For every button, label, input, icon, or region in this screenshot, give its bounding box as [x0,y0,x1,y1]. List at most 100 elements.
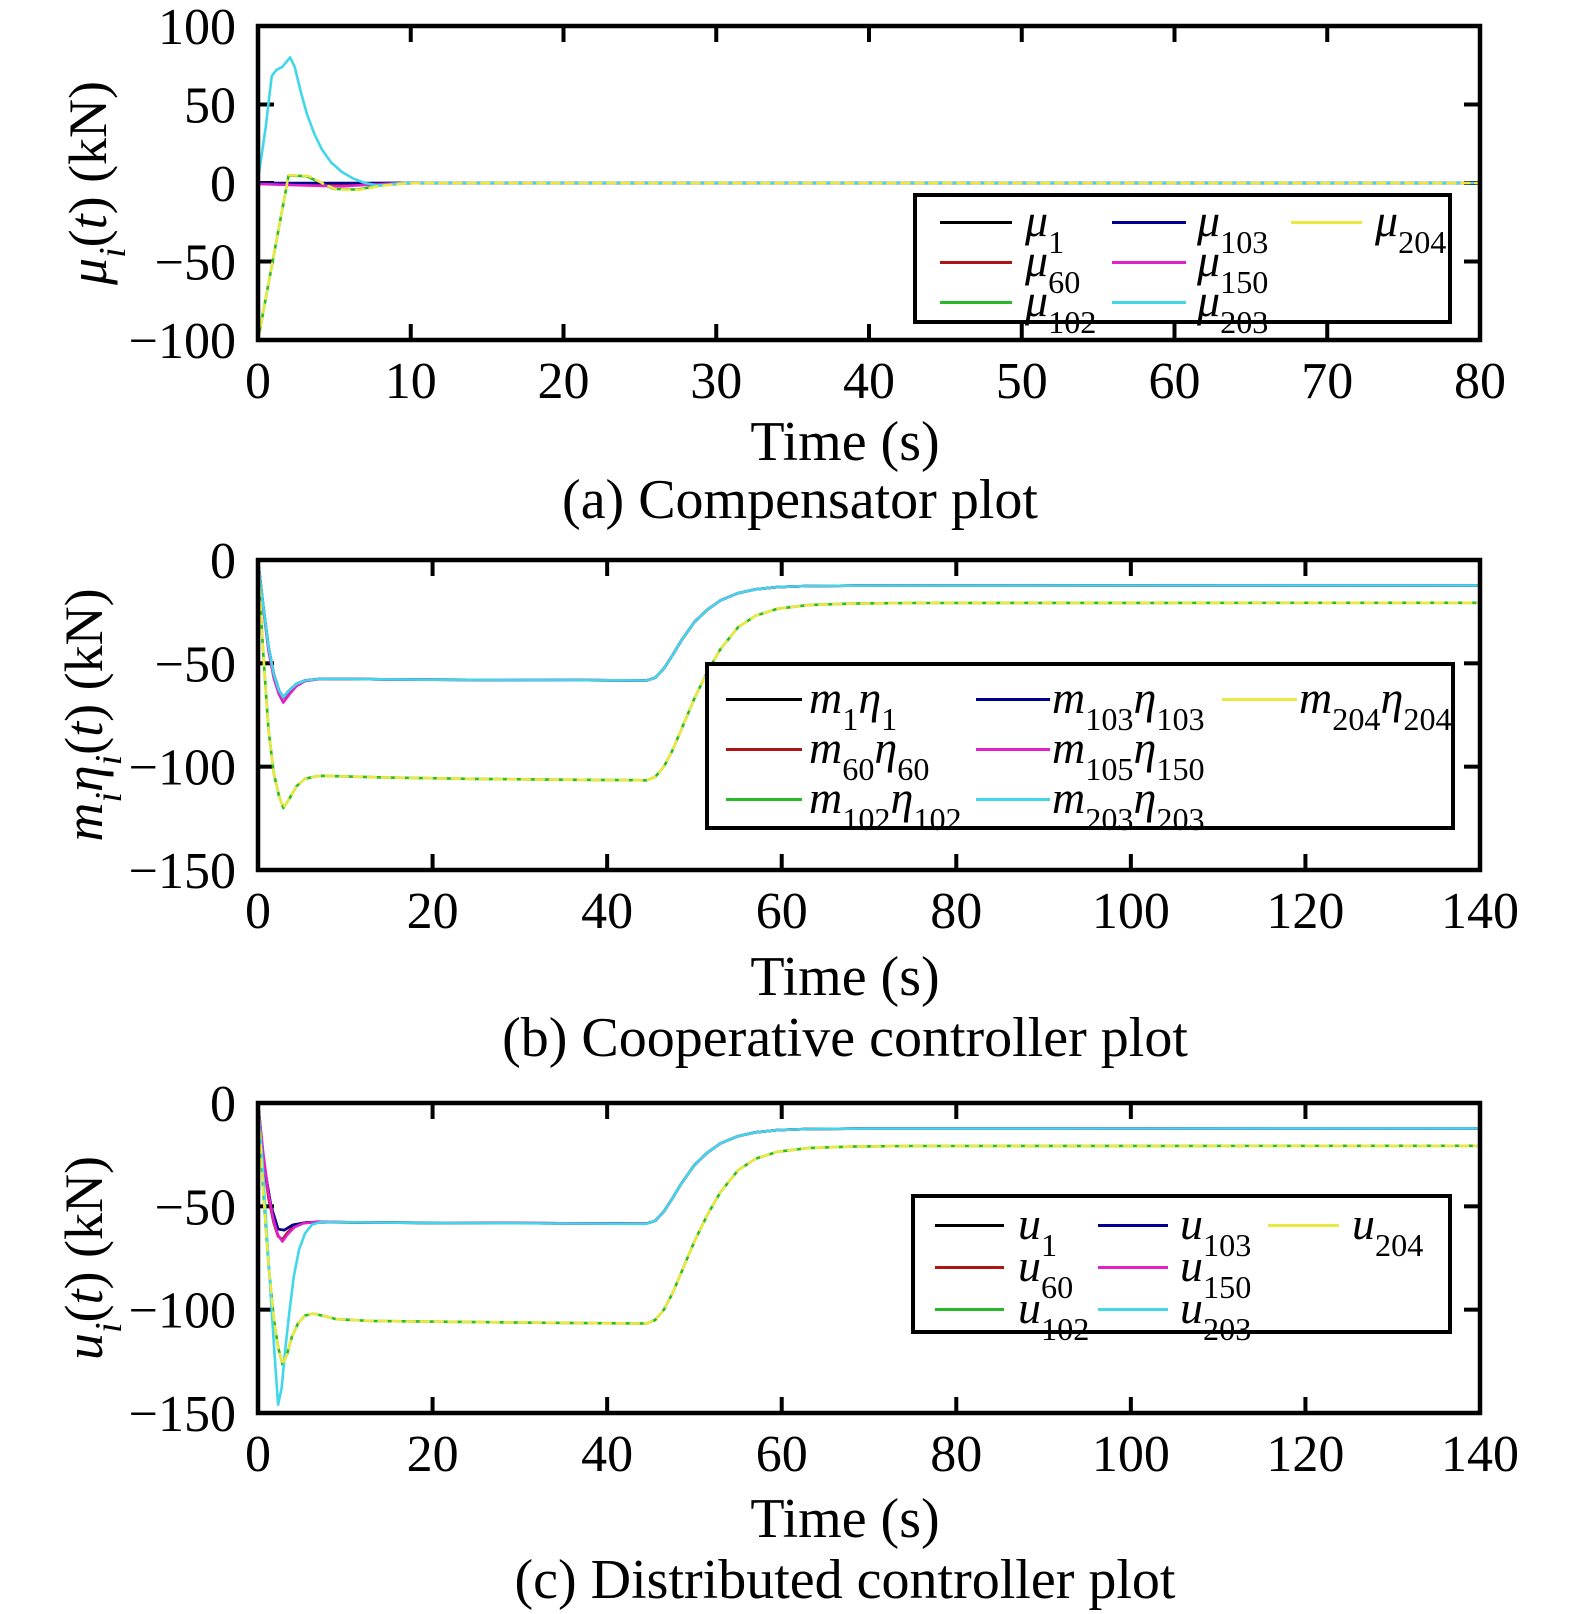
legend-swatch-u-1 [935,1224,1004,1227]
y-tick-label: −100 [129,313,236,370]
legend-swatch-mu-102 [940,301,1012,304]
x-tick-label: 70 [1301,353,1353,410]
y-axis-label-c: ui(t) (kN) [54,1156,131,1360]
series-mu-203 [256,56,1482,187]
plot-b-axes: 0 20 40 60 80 100 120 140 0 −50 −100 −150 [129,533,1519,940]
legend-label-m1eta1: m1η1 [809,672,898,737]
series-mu-204 [256,173,1482,342]
legend-swatch-mu-150 [1112,261,1186,264]
y-tick-label: −150 [129,1386,236,1443]
x-tick-label: 20 [538,353,590,410]
legend-swatch-m204eta204 [1222,698,1297,701]
legend-swatch-mu-204 [1291,221,1362,224]
legend-label-u-1: u1 [1018,1198,1058,1263]
x-tick-label: 100 [1092,1426,1170,1483]
x-tick-label: 120 [1266,883,1344,940]
legend-label-mu-102: μ102 [1025,275,1097,340]
legend-label-mu-203: μ203 [1197,275,1269,340]
series-m203eta203 [256,558,1482,699]
series-u-204 [256,1101,1482,1366]
legend-swatch-m60eta60 [726,748,802,751]
x-tick-label: 120 [1266,1426,1344,1483]
legend-label-u-150: u150 [1180,1240,1252,1305]
legend-b: m1η1 m60η60 m102η102 m103η103 m105η150 m203η2… [705,662,1455,837]
plot-c-series [256,1101,1482,1406]
legend-label-u-102: u102 [1018,1282,1090,1347]
x-tick-label: 0 [245,1426,271,1483]
plot-a-axes: 0 10 20 30 40 50 60 70 80 100 50 0 −50 −100 [129,0,1506,410]
legend-swatch-m103eta103 [976,698,1050,701]
legend-label-mu-150: μ150 [1197,235,1269,300]
series-m204eta204 [256,558,1482,810]
legend-a: μ1 μ60 μ102 μ103 μ150 μ203 μ204 [913,193,1452,340]
x-tick-label: 10 [385,353,437,410]
y-tick-label: −150 [129,843,236,900]
legend-label-m60eta60: m60η60 [809,722,930,787]
y-tick-label: −50 [155,235,236,292]
legend-swatch-u-203 [1098,1308,1168,1311]
legend-swatch-mu-103 [1112,221,1186,224]
y-tick-label: 100 [158,0,236,56]
legend-label-m103eta103: m103η103 [1052,672,1205,737]
y-tick-label: 0 [210,1076,236,1133]
x-tick-label: 80 [1454,353,1506,410]
x-tick-label: 0 [245,353,271,410]
x-tick-label: 60 [756,1426,808,1483]
legend-label-m204eta204: m204η204 [1299,672,1452,737]
legend-c: u1 u60 u102 u103 u150 u203 u204 [911,1194,1452,1347]
y-tick-label: −50 [155,1179,236,1236]
y-tick-label: 50 [184,78,236,135]
y-tick-label: −100 [129,740,236,797]
y-tick-label: 0 [210,156,236,213]
x-tick-label: 50 [996,353,1048,410]
x-tick-label: 0 [245,883,271,940]
caption-b: (b) Cooperative controller plot [502,1007,1188,1069]
legend-label-u-103: u103 [1180,1198,1252,1263]
legend-swatch-mu-1 [940,221,1012,224]
x-tick-label: 30 [690,353,742,410]
x-axis-label-c: Time (s) [750,1488,940,1550]
caption-c: (c) Distributed controller plot [514,1549,1176,1611]
x-tick-label: 80 [930,1426,982,1483]
legend-swatch-m102eta102 [726,798,802,801]
x-tick-label: 40 [581,883,633,940]
legend-label-u-203: u203 [1180,1282,1252,1347]
series-u-203 [256,1101,1482,1406]
x-tick-label: 140 [1441,883,1519,940]
legend-swatch-u-150 [1098,1266,1168,1269]
x-tick-label: 60 [1149,353,1201,410]
legend-swatch-u-60 [935,1266,1004,1269]
y-axis-label-a: μi(t) (kN) [58,80,135,286]
legend-label-m203eta203: m203η203 [1052,772,1205,837]
legend-label-mu-103: μ103 [1197,195,1269,260]
legend-label-mu-60: μ60 [1025,235,1081,300]
legend-swatch-m105eta150 [976,748,1050,751]
legend-swatch-mu-203 [1112,301,1186,304]
x-tick-label: 20 [407,1426,459,1483]
legend-label-m102eta102: m102η102 [809,772,962,837]
x-tick-label: 40 [843,353,895,410]
legend-swatch-m203eta203 [976,798,1050,801]
legend-swatch-m1eta1 [726,698,802,701]
y-tick-label: −50 [155,636,236,693]
x-tick-label: 40 [581,1426,633,1483]
legend-label-u-60: u60 [1018,1240,1074,1305]
caption-a: (a) Compensator plot [562,469,1038,531]
x-axis-label-b: Time (s) [750,946,940,1008]
legend-label-m105eta150: m105η150 [1052,722,1205,787]
plot-c-axes: 0 20 40 60 80 100 120 140 0 −50 −100 −150 [129,1076,1519,1483]
legend-swatch-u-204 [1268,1224,1339,1227]
x-tick-label: 20 [407,883,459,940]
legend-label-u-204: u204 [1352,1198,1424,1263]
plot-b-series [256,558,1482,810]
legend-label-mu-204: μ204 [1375,195,1447,260]
legend-swatch-u-103 [1098,1224,1168,1227]
legend-label-mu-1: μ1 [1025,195,1065,260]
y-tick-label: 0 [210,533,236,590]
plot-a-series [256,56,1482,342]
y-tick-label: −100 [129,1283,236,1340]
x-tick-label: 100 [1092,883,1170,940]
y-axis-label-b: miηi(t) (kN) [54,588,131,842]
